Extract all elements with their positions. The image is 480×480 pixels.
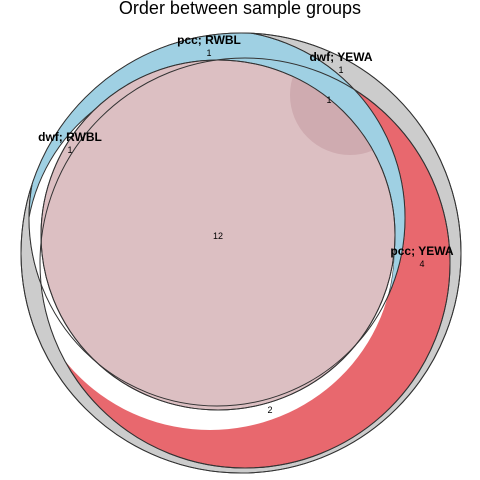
label-pcc-yewa: pcc; YEWA [390,244,453,258]
outline-dwf-yewa [20,32,462,474]
outline-pcc-yewa [39,57,451,469]
count-lower-white: 2 [267,405,272,415]
label-dwf-rwbl: dwf; RWBL [38,130,102,144]
count-dwf-yewa-only: 1 [338,65,343,75]
diagram-title: Order between sample groups [119,0,361,18]
count-top-right-overlap: 1 [326,95,331,105]
label-pcc-rwbl: pcc; RWBL [177,33,241,47]
label-dwf-yewa: dwf; YEWA [309,50,372,64]
outline-center [40,59,396,411]
count-pcc-yewa-only: 4 [419,259,424,269]
count-center: 12 [213,231,223,241]
outline-pcc-rwbl [28,33,406,407]
count-dwf-rwbl-only: 1 [67,145,72,155]
count-pcc-rwbl-only: 1 [206,48,211,58]
